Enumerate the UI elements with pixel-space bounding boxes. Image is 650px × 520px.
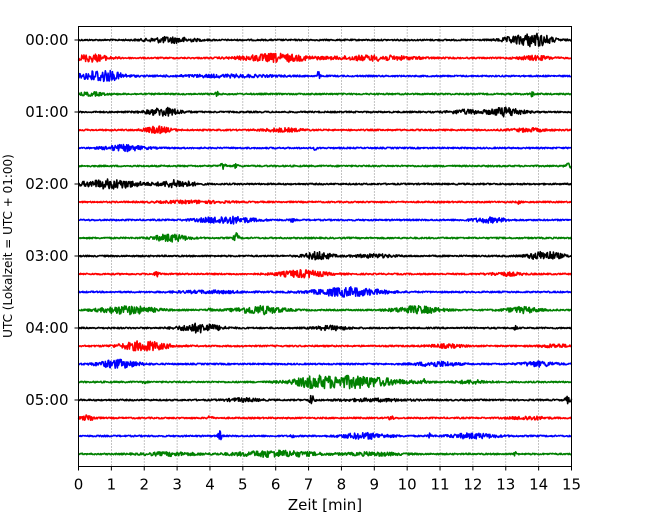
x-tick-label: 6 xyxy=(271,476,281,494)
x-tick-label: 2 xyxy=(139,476,149,494)
x-grid xyxy=(111,26,539,467)
y-tick-label: 00:00 xyxy=(25,31,68,49)
seismic-trace xyxy=(78,162,573,170)
y-tick-label: 02:00 xyxy=(25,175,68,193)
seismic-trace xyxy=(78,304,573,316)
seismic-trace xyxy=(77,394,573,405)
seismic-trace xyxy=(78,69,572,83)
y-axis-label: UTC (Lokalzeit = UTC + 01:00) xyxy=(1,154,15,338)
x-tick-label: 0 xyxy=(74,476,84,494)
seismic-trace xyxy=(77,286,573,298)
seismic-trace xyxy=(77,322,573,334)
x-axis-label: Zeit [min] xyxy=(288,496,362,514)
plot-frame xyxy=(78,26,572,467)
seismic-trace xyxy=(77,90,572,98)
y-tick-label: 01:00 xyxy=(25,103,68,121)
y-tick-label: 05:00 xyxy=(25,391,68,409)
x-tick-label: 1 xyxy=(107,476,117,494)
seismic-trace xyxy=(77,358,573,369)
seismic-trace xyxy=(78,215,572,225)
x-tick-label: 9 xyxy=(370,476,380,494)
seismic-trace xyxy=(77,199,572,205)
seismic-trace xyxy=(77,143,573,153)
seismic-trace xyxy=(77,430,573,441)
y-tick-label: 03:00 xyxy=(25,247,68,265)
x-tick-label: 15 xyxy=(562,476,581,494)
seismic-trace xyxy=(78,125,573,135)
y-axis-ticks: 00:00 01:00 02:00 03:00 04:00 05:00 xyxy=(25,31,79,409)
seismic-trace xyxy=(78,232,573,243)
x-tick-label: 3 xyxy=(172,476,182,494)
x-tick-label: 14 xyxy=(529,476,548,494)
seismic-trace xyxy=(78,250,572,261)
x-axis-ticks: 0 1 2 3 4 5 6 7 8 9 10 11 12 13 14 15 xyxy=(74,466,581,494)
x-tick-label: 5 xyxy=(238,476,248,494)
x-tick-label: 4 xyxy=(205,476,215,494)
x-tick-label: 12 xyxy=(463,476,482,494)
seismic-trace xyxy=(78,449,572,459)
seismic-trace xyxy=(77,52,573,63)
x-tick-label: 13 xyxy=(496,476,515,494)
y-tick-label: 04:00 xyxy=(25,319,68,337)
seismic-trace xyxy=(77,340,573,352)
seismic-trace xyxy=(77,178,572,190)
seismic-trace xyxy=(78,374,573,390)
seismic-trace xyxy=(77,414,573,421)
x-tick-label: 8 xyxy=(337,476,347,494)
seismic-trace xyxy=(77,269,573,279)
x-tick-label: 10 xyxy=(398,476,417,494)
seismic-trace xyxy=(77,32,572,48)
seismic-trace xyxy=(78,106,573,118)
x-tick-label: 7 xyxy=(304,476,314,494)
x-tick-label: 11 xyxy=(430,476,449,494)
seismic-traces xyxy=(77,32,573,459)
